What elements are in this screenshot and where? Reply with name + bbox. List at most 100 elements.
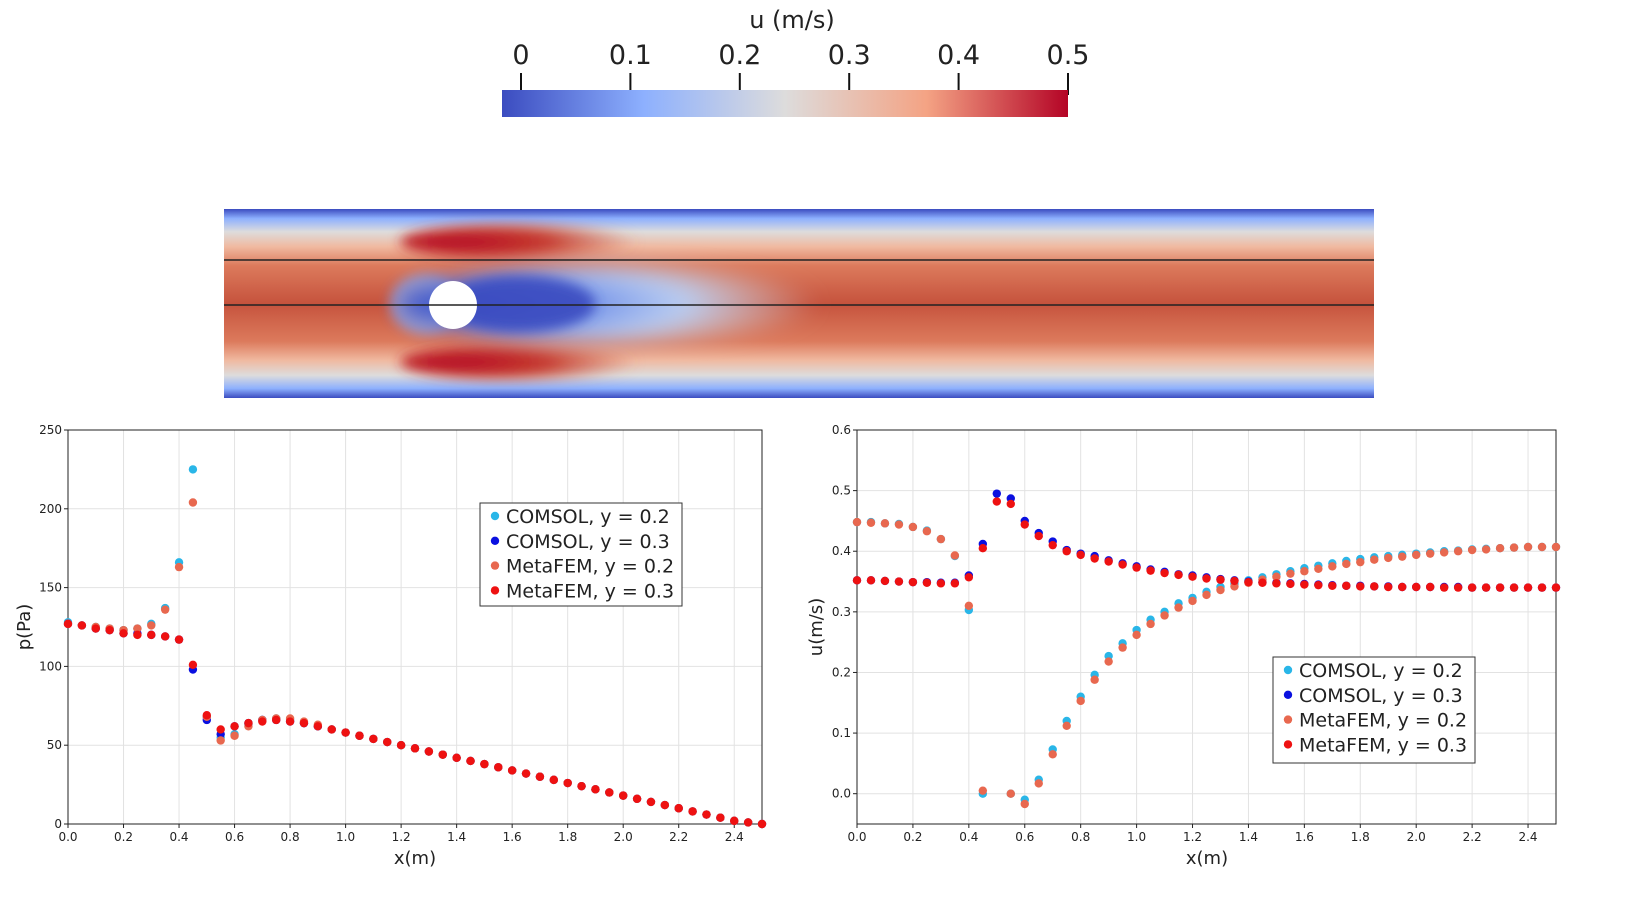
y-tick-label: 0.4 — [832, 544, 851, 558]
data-point — [1188, 596, 1197, 606]
data-point — [1523, 542, 1533, 552]
colorbar-tick-label: 0.1 — [609, 40, 652, 71]
data-point — [1356, 582, 1365, 591]
y-tick-label: 0.3 — [832, 605, 851, 619]
data-point — [119, 629, 128, 638]
data-point — [1537, 583, 1547, 592]
data-point — [1495, 544, 1505, 553]
data-point — [1034, 779, 1043, 788]
x-tick-label: 2.4 — [725, 830, 744, 844]
data-point — [63, 619, 73, 629]
data-point — [894, 520, 904, 529]
legend-marker — [1283, 690, 1293, 699]
data-point — [507, 766, 517, 775]
x-tick-label: 1.0 — [1127, 830, 1146, 844]
data-point — [299, 718, 309, 728]
data-point — [950, 579, 960, 588]
data-point — [1020, 799, 1029, 809]
data-point — [77, 621, 87, 630]
data-point — [964, 601, 974, 610]
legend-marker — [1283, 665, 1293, 675]
data-point — [1118, 560, 1127, 569]
data-point — [1300, 580, 1309, 589]
velocity-field — [224, 209, 1374, 398]
data-point — [216, 725, 225, 734]
x-tick-label: 0.0 — [58, 830, 77, 844]
data-point — [147, 630, 156, 640]
data-point — [1328, 581, 1337, 590]
data-point — [258, 717, 267, 726]
data-point — [466, 756, 475, 766]
data-point — [1076, 696, 1085, 706]
data-point — [1425, 549, 1435, 558]
pressure-y-axis-label: p(Pa) — [14, 604, 35, 651]
data-point — [978, 544, 988, 553]
data-point — [1132, 563, 1141, 572]
y-tick-label: 0.2 — [832, 665, 851, 679]
data-point — [1370, 555, 1379, 564]
data-point — [964, 573, 974, 582]
data-point — [1160, 611, 1169, 620]
upper-jet — [400, 224, 640, 260]
velocity-plot: 0.0 0.2 0.4 0.6 0.8 1.0 1.2 1.4 1.6 1.8 2.0 2.2 2.4 … — [806, 423, 1561, 869]
pressure-plot-frame — [67, 429, 763, 825]
legend-label: MetaFEM, y = 0.3 — [506, 580, 674, 602]
data-point — [147, 621, 156, 630]
data-point — [992, 489, 1001, 498]
series-metafem-y-0-3 — [852, 497, 1561, 592]
data-point — [1132, 630, 1141, 640]
data-point — [1425, 582, 1435, 592]
data-point — [1370, 582, 1379, 591]
data-point — [1314, 564, 1323, 574]
data-point — [1174, 570, 1183, 580]
data-point — [1551, 583, 1561, 592]
data-point — [1342, 559, 1351, 569]
data-point — [852, 517, 862, 527]
data-point — [535, 772, 545, 781]
x-tick-label: 0.2 — [114, 830, 133, 844]
colorbar-gradient — [502, 90, 1068, 117]
data-point — [383, 737, 392, 747]
y-tick-label: 0.5 — [832, 484, 851, 498]
data-point — [674, 804, 683, 813]
data-point — [521, 769, 531, 778]
data-point — [188, 660, 198, 670]
data-point — [1384, 582, 1393, 592]
data-point — [1118, 643, 1127, 652]
data-point — [202, 711, 211, 720]
data-point — [438, 750, 447, 759]
pressure-legend-box — [479, 502, 683, 607]
data-point — [1258, 578, 1267, 587]
pressure-plot: 0.0 0.2 0.4 0.6 0.8 1.0 1.2 1.4 1.6 1.8 2.0 2.2 2.4 … — [14, 423, 767, 869]
data-point — [605, 788, 614, 797]
data-point — [285, 717, 295, 726]
data-point — [702, 810, 711, 819]
data-point — [1090, 675, 1099, 684]
data-point — [1146, 566, 1155, 575]
x-tick-label: 2.4 — [1518, 830, 1537, 844]
x-tick-label: 2.0 — [1407, 830, 1426, 844]
data-point — [908, 577, 918, 587]
data-point — [341, 728, 350, 737]
data-point — [1523, 583, 1533, 592]
data-point — [936, 534, 946, 544]
data-point — [1230, 576, 1239, 586]
data-point — [992, 497, 1001, 506]
data-point — [1467, 545, 1477, 555]
data-point — [1104, 657, 1113, 666]
data-point — [577, 781, 586, 791]
data-point — [1202, 574, 1211, 583]
data-point — [1412, 550, 1421, 560]
y-tick-label: 150 — [39, 581, 62, 595]
velocity-y-ticks: 0.0 0.1 0.2 0.3 0.4 0.5 0.6 — [832, 423, 857, 801]
data-point — [866, 576, 876, 585]
legend-marker — [490, 561, 500, 570]
y-tick-label: 50 — [47, 738, 62, 752]
data-point — [922, 578, 932, 587]
series-metafem-y-0-3 — [63, 619, 767, 829]
x-tick-label: 0.4 — [169, 830, 188, 844]
data-point — [852, 576, 862, 585]
data-point — [1202, 590, 1211, 600]
data-point — [880, 576, 890, 586]
